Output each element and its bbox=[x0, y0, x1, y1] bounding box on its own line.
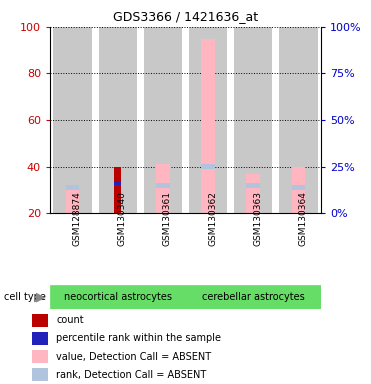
Bar bbox=[279, 27, 318, 213]
Bar bbox=[144, 27, 182, 213]
Text: rank, Detection Call = ABSENT: rank, Detection Call = ABSENT bbox=[56, 370, 206, 380]
Bar bbox=[66, 185, 79, 190]
Text: GSM130363: GSM130363 bbox=[253, 191, 262, 246]
Bar bbox=[186, 285, 321, 309]
Bar bbox=[201, 38, 215, 213]
Text: GSM130361: GSM130361 bbox=[163, 191, 172, 246]
Bar bbox=[53, 27, 92, 213]
Text: neocortical astrocytes: neocortical astrocytes bbox=[64, 291, 172, 302]
Bar bbox=[246, 174, 260, 213]
Title: GDS3366 / 1421636_at: GDS3366 / 1421636_at bbox=[113, 10, 258, 23]
Text: GSM130362: GSM130362 bbox=[208, 191, 217, 246]
Text: GSM130364: GSM130364 bbox=[298, 191, 307, 246]
Bar bbox=[114, 180, 121, 185]
Text: GSM130340: GSM130340 bbox=[118, 191, 127, 246]
Text: percentile rank within the sample: percentile rank within the sample bbox=[56, 333, 221, 343]
Bar bbox=[32, 314, 49, 327]
Bar bbox=[234, 27, 272, 213]
Bar bbox=[201, 164, 215, 169]
Bar bbox=[66, 190, 79, 213]
Text: ▶: ▶ bbox=[36, 290, 46, 303]
Text: value, Detection Call = ABSENT: value, Detection Call = ABSENT bbox=[56, 352, 211, 362]
Text: cell type: cell type bbox=[4, 291, 46, 302]
Bar bbox=[292, 167, 305, 213]
Bar bbox=[189, 27, 227, 213]
Bar bbox=[50, 285, 186, 309]
Bar bbox=[246, 183, 260, 187]
Bar bbox=[114, 167, 121, 213]
Text: count: count bbox=[56, 315, 84, 325]
Bar bbox=[156, 164, 170, 213]
Bar bbox=[32, 332, 49, 345]
Bar bbox=[292, 185, 305, 190]
Text: GSM128874: GSM128874 bbox=[73, 191, 82, 246]
Bar bbox=[32, 368, 49, 381]
Text: cerebellar astrocytes: cerebellar astrocytes bbox=[202, 291, 305, 302]
Bar bbox=[156, 183, 170, 187]
Bar bbox=[99, 27, 137, 213]
Bar bbox=[32, 350, 49, 363]
